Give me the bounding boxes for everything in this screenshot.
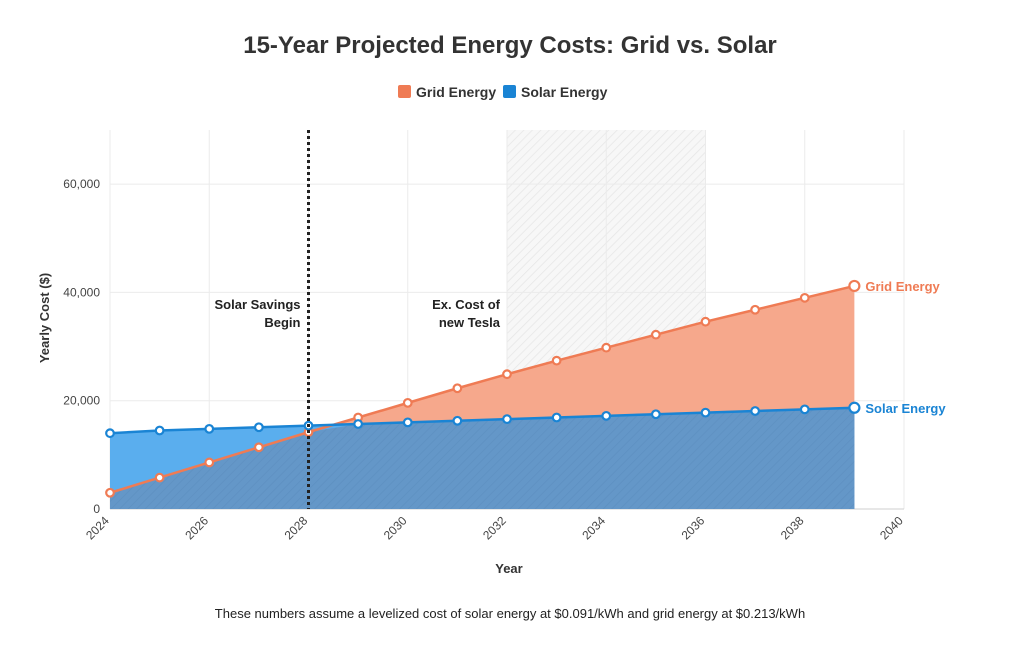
- point-grid-2038: [799, 292, 810, 303]
- area-layer: [110, 285, 855, 509]
- legend-label-solar: Solar Energy: [521, 84, 608, 100]
- y-axis-title: Yearly Cost ($): [37, 273, 52, 363]
- y-tick-label-0: 0: [93, 502, 100, 516]
- point-solar-2037: [750, 406, 761, 416]
- point-solar-2026: [204, 423, 215, 434]
- point-grid-2037: [750, 304, 761, 315]
- legend-swatch-solar: [503, 85, 516, 98]
- point-grid-2039: [848, 279, 861, 293]
- x-tick-label-2036: 2036: [679, 513, 708, 542]
- point-grid-2036: [700, 316, 711, 327]
- point-solar-2036: [700, 407, 711, 418]
- point-grid-2032: [502, 369, 512, 380]
- legend-swatch-grid: [398, 85, 411, 98]
- point-solar-2039: [848, 401, 861, 414]
- x-tick-label-2038: 2038: [778, 513, 807, 542]
- point-solar-2033: [551, 412, 562, 423]
- footnote: These numbers assume a levelized cost of…: [215, 606, 805, 621]
- point-grid-2030: [402, 397, 413, 408]
- x-tick-label-2024: 2024: [83, 513, 112, 542]
- point-grid-2026: [204, 457, 215, 468]
- point-solar-2025: [154, 425, 165, 436]
- point-grid-2027: [253, 442, 264, 453]
- chart-title: 15-Year Projected Energy Costs: Grid vs.…: [243, 32, 777, 59]
- annotation-tesla-line-0: Ex. Cost of: [432, 297, 501, 312]
- legend: Grid Energy Solar Energy: [398, 84, 608, 100]
- y-tick-label-3: 60,000: [63, 177, 100, 191]
- x-tick-label-2040: 2040: [877, 513, 906, 542]
- annotation-solar-savings-line-1: Begin: [264, 315, 300, 330]
- y-tick-label-1: 20,000: [63, 394, 100, 408]
- end-label-solar: Solar Energy: [865, 401, 946, 416]
- line-solar-energy: [109, 406, 855, 435]
- end-label-grid: Grid Energy: [865, 279, 940, 294]
- point-solar-2032: [502, 414, 512, 425]
- point-grid-2025: [154, 472, 165, 483]
- annotation-layer: Solar Savings Begin Ex. Cost of new Tesla: [215, 130, 501, 509]
- point-solar-2030: [402, 417, 413, 428]
- x-tick-label-2032: 2032: [480, 513, 509, 542]
- point-solar-2034: [601, 410, 612, 421]
- x-tick-label-2034: 2034: [579, 513, 608, 542]
- point-solar-2024: [105, 428, 115, 439]
- point-solar-2031: [452, 415, 463, 426]
- point-grid-2035: [650, 329, 661, 340]
- annotation-tesla-line-1: new Tesla: [439, 315, 501, 330]
- area-overlap: [110, 407, 855, 509]
- line-grid-energy: [109, 284, 855, 494]
- x-tick-label-2028: 2028: [282, 513, 311, 542]
- point-solar-2029: [353, 419, 364, 429]
- line-layer: [109, 284, 855, 494]
- point-layer: Grid Energy Solar Energy: [105, 279, 946, 498]
- point-grid-2034: [601, 342, 612, 353]
- point-solar-2038: [799, 404, 810, 415]
- annotation-solar-savings-line-0: Solar Savings: [215, 297, 301, 312]
- y-tick-label-2: 40,000: [63, 285, 100, 299]
- x-axis-title: Year: [495, 561, 522, 576]
- legend-label-grid: Grid Energy: [416, 84, 496, 100]
- point-grid-2024: [105, 487, 115, 498]
- x-tick-label-2026: 2026: [182, 513, 211, 542]
- point-solar-2027: [253, 422, 264, 433]
- point-grid-2031: [452, 383, 463, 394]
- point-grid-2033: [551, 355, 562, 366]
- point-solar-2035: [650, 409, 661, 420]
- x-tick-label-2030: 2030: [381, 513, 410, 542]
